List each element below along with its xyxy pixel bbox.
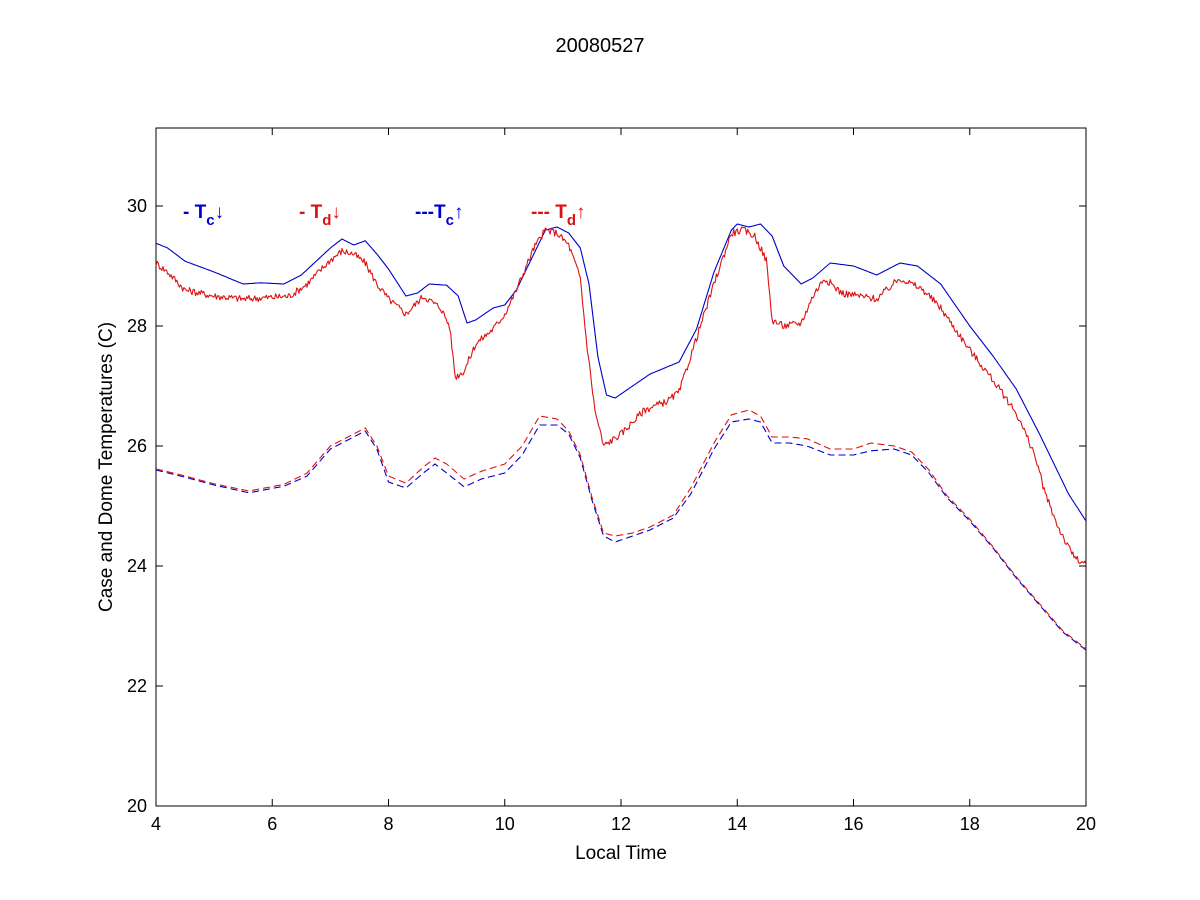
- y-tick-label: 24: [127, 556, 147, 576]
- x-tick-label: 10: [495, 814, 515, 834]
- x-tick-label: 12: [611, 814, 631, 834]
- y-tick-label: 22: [127, 676, 147, 696]
- x-tick-label: 14: [727, 814, 747, 834]
- chart-title: 20080527: [556, 35, 645, 57]
- legend-entry: - Td↓: [299, 202, 341, 229]
- series-layer: [155, 223, 1087, 651]
- x-tick-label: 8: [383, 814, 393, 834]
- series-line-td-down: [155, 226, 1087, 565]
- y-axis-label: Case and Dome Temperatures (C): [96, 322, 117, 612]
- y-tick-label: 30: [127, 196, 147, 216]
- x-tick-label: 18: [960, 814, 980, 834]
- series-line-tc-down: [155, 223, 1087, 522]
- legend: - Tc↓ - Td↓ ---Tc↑ --- Td↑: [183, 202, 586, 229]
- series-line-td-up: [155, 409, 1087, 650]
- plot-area: [155, 127, 1087, 807]
- x-tick-label: 4: [151, 814, 161, 834]
- y-tick-label: 20: [127, 796, 147, 816]
- legend-entry: - Tc↓: [183, 202, 224, 229]
- x-tick-label: 16: [843, 814, 863, 834]
- legend-entry: ---Tc↑: [415, 202, 463, 229]
- series-line-tc-up: [155, 418, 1087, 651]
- y-tick-label: 28: [127, 316, 147, 336]
- x-tick-label: 20: [1076, 814, 1096, 834]
- y-tick-label: 26: [127, 436, 147, 456]
- x-axis-label: Local Time: [575, 843, 667, 864]
- x-tick-label: 6: [267, 814, 277, 834]
- tick-layer: 4 6 8 10 12 14 16 18 20 20 22 24 26 28 30: [127, 128, 1096, 834]
- legend-entry: --- Td↑: [531, 202, 586, 229]
